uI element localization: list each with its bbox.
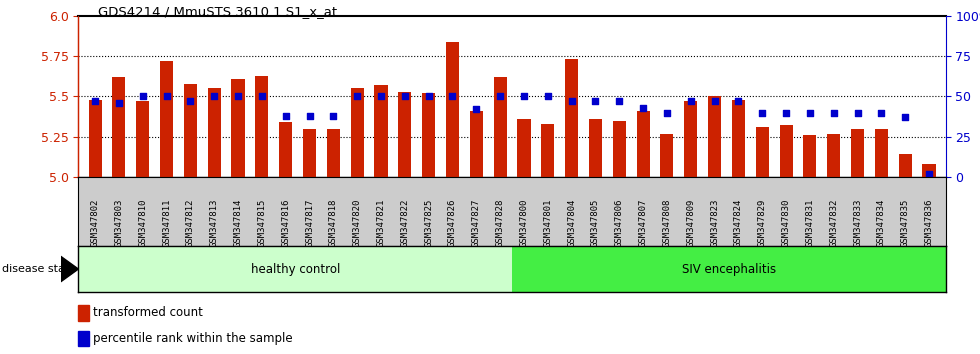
Point [420,93,436,99]
Point [87,98,103,104]
Point [254,93,270,99]
Point [230,93,246,99]
Bar [899,154,911,177]
Point [492,93,508,99]
Text: SIV encephalitis: SIV encephalitis [682,263,776,275]
Bar [875,129,888,177]
Bar [351,88,364,177]
Point [278,113,294,119]
Bar [661,133,673,177]
Bar [279,122,292,177]
Bar [827,133,840,177]
Point [635,105,651,110]
Bar [494,77,507,177]
Point [755,110,770,115]
Bar [208,88,220,177]
Bar [851,129,864,177]
Bar [684,101,698,177]
Point [921,171,937,177]
Text: transformed count: transformed count [93,306,203,319]
Bar [303,129,317,177]
Bar [88,100,102,177]
Point [516,93,532,99]
Bar [398,92,412,177]
Point [349,93,365,99]
Bar [637,111,650,177]
Bar [374,85,387,177]
Point [445,93,461,99]
Bar [78,331,89,347]
Point [730,98,746,104]
Bar [565,59,578,177]
Bar [612,121,626,177]
Bar [160,61,173,177]
Point [159,93,174,99]
Point [588,98,604,104]
Point [660,110,675,115]
Point [707,98,722,104]
Bar [804,135,816,177]
Bar [231,79,245,177]
Point [468,107,484,112]
Bar [922,164,936,177]
Bar [732,100,745,177]
Point [898,115,913,120]
Point [873,110,889,115]
Point [302,113,318,119]
Point [325,113,341,119]
Bar [422,93,435,177]
Bar [184,84,197,177]
Bar [446,42,459,177]
Bar [78,246,512,292]
Polygon shape [61,256,78,282]
Bar [136,101,149,177]
Bar [78,305,89,321]
Point [778,110,794,115]
Bar [756,127,768,177]
Point [135,93,151,99]
Bar [113,77,125,177]
Point [540,93,556,99]
Point [802,110,817,115]
Bar [326,129,340,177]
Text: GDS4214 / MmuSTS.3610.1.S1_x_at: GDS4214 / MmuSTS.3610.1.S1_x_at [98,5,337,18]
Point [397,93,413,99]
Bar [589,119,602,177]
Point [111,100,126,106]
Point [373,93,389,99]
Point [207,93,222,99]
Bar [512,246,946,292]
Bar [541,124,555,177]
Bar [779,125,793,177]
Point [182,98,198,104]
Bar [708,97,721,177]
Text: disease state: disease state [2,264,76,274]
Point [564,98,579,104]
Point [683,98,699,104]
Text: healthy control: healthy control [251,263,340,275]
Bar [469,111,483,177]
Bar [517,119,530,177]
Bar [256,75,269,177]
Point [826,110,842,115]
Point [612,98,627,104]
Text: percentile rank within the sample: percentile rank within the sample [93,332,293,345]
Point [850,110,865,115]
